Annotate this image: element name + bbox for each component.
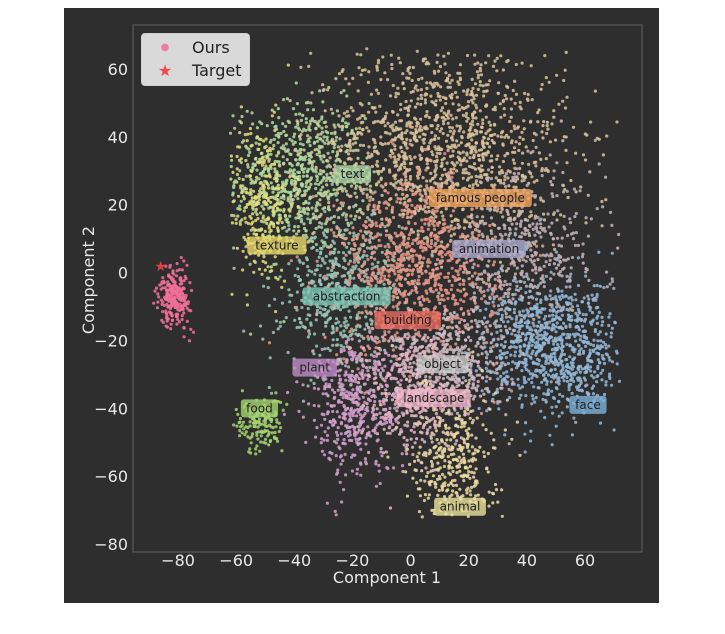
x-tick-label: 40: [517, 551, 537, 570]
cluster-label-famous-people: famous people: [428, 188, 532, 207]
y-tick-label: −20: [94, 331, 128, 350]
y-tick-label: 20: [108, 196, 128, 215]
dot-marker-icon: ●: [160, 42, 170, 53]
points-layer: ★: [152, 47, 622, 519]
cluster-label-plant: plant: [292, 358, 337, 377]
y-axis-ticks: −80 −60 −40 −20 0 20 40 60: [94, 60, 128, 554]
cluster-label-food: food: [240, 399, 279, 418]
target-star-icon: ★: [154, 259, 167, 275]
x-tick-label: −80: [161, 551, 195, 570]
x-tick-label: −60: [219, 551, 253, 570]
x-tick-label: 20: [459, 551, 479, 570]
x-tick-label: 0: [406, 551, 416, 570]
legend-label-target: Target: [192, 61, 242, 80]
y-tick-label: −80: [94, 535, 128, 554]
cluster-label-abstraction: abstraction: [302, 287, 391, 306]
y-tick-label: 60: [108, 60, 128, 79]
cluster-label-landscape: landscape: [397, 389, 471, 408]
x-tick-label: 60: [575, 551, 595, 570]
legend-entry-ours: ● Ours: [142, 37, 249, 59]
cluster-label-face: face: [569, 395, 607, 414]
x-axis-label: Component 1: [333, 568, 441, 587]
axes-frame: [132, 24, 643, 553]
cluster-label-animal: animal: [434, 497, 486, 516]
cluster-label-building: building: [374, 311, 441, 330]
legend-label-ours: Ours: [192, 38, 230, 57]
scatter-plot: ★ −80 −60 −40 −20 0 20 40 60 −80 −60 −40 −20 0 20 40 6…: [79, 24, 643, 587]
cluster-label-texture: texture: [247, 236, 307, 255]
x-tick-label: −40: [277, 551, 311, 570]
y-tick-label: 40: [108, 128, 128, 147]
y-tick-label: −60: [94, 467, 128, 486]
chart-figure: ★ −80 −60 −40 −20 0 20 40 60 −80 −60 −40 −20 0 20 40 6…: [64, 8, 659, 603]
cluster-label-object: object: [416, 355, 469, 374]
legend: ● Ours ★ Target: [141, 33, 250, 86]
y-tick-label: −40: [94, 399, 128, 418]
star-marker-icon: ★: [157, 61, 173, 80]
y-tick-label: 0: [118, 264, 128, 283]
x-axis-ticks: −80 −60 −40 −20 0 20 40 60: [161, 551, 595, 570]
cluster-label-animation: animation: [452, 239, 526, 258]
cluster-labels: text texture famous people animation abstrac…: [240, 165, 607, 516]
cluster-label-text: text: [333, 165, 372, 184]
legend-entry-target: ★ Target: [142, 60, 249, 82]
y-axis-label: Component 2: [79, 226, 98, 334]
x-tick-label: −20: [336, 551, 370, 570]
